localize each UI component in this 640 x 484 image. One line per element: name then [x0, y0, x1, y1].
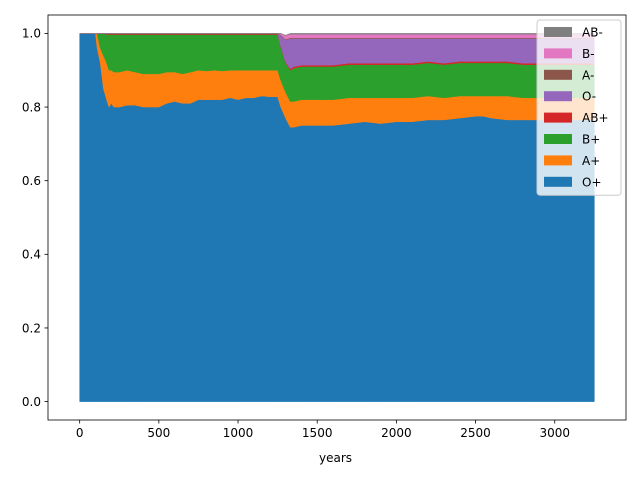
x-tick-label: 1500	[302, 426, 333, 440]
y-tick-label: 0.2	[22, 321, 41, 335]
legend-swatch	[544, 155, 572, 166]
legend-swatch	[544, 91, 572, 102]
legend-label[interactable]: O+	[582, 175, 602, 189]
x-tick-label: 1000	[223, 426, 254, 440]
x-tick-label: 2500	[460, 426, 491, 440]
x-tick-label: 3000	[539, 426, 570, 440]
legend-label[interactable]: A-	[582, 68, 594, 82]
legend-swatch	[544, 27, 572, 37]
legend-label[interactable]: O-	[582, 90, 596, 104]
legend-swatch	[544, 112, 572, 123]
legend-label[interactable]: B-	[582, 47, 595, 61]
legend-label[interactable]: B+	[582, 133, 600, 147]
legend-swatch	[544, 176, 572, 187]
y-tick-label: 0.0	[22, 395, 41, 409]
y-tick-label: 1.0	[22, 27, 41, 41]
x-axis-label: years	[319, 451, 352, 465]
x-tick-label: 500	[147, 426, 170, 440]
legend-swatch	[544, 48, 572, 59]
legend-box	[536, 19, 622, 196]
legend-label[interactable]: AB+	[582, 111, 609, 125]
x-tick-label: 2000	[381, 426, 412, 440]
y-tick-label: 0.8	[22, 100, 41, 114]
plot-frame	[47, 14, 627, 421]
y-tick-label: 0.4	[22, 248, 41, 262]
axes-group: 0 500 1000 1500 2000 2500 3000 0.0 0.2 0.4 0.6 0.8 1…	[22, 14, 627, 440]
legend-label[interactable]: A+	[582, 154, 600, 168]
legend-label[interactable]: AB-	[582, 26, 603, 40]
x-tick-label: 0	[76, 426, 84, 440]
area-series-group	[79, 33, 595, 402]
legend-swatch	[544, 134, 572, 144]
legend-swatch	[544, 69, 572, 80]
legend[interactable]: AB- B- A- O- AB+ B+ A+ O+	[536, 19, 622, 196]
y-tick-label: 0.6	[22, 174, 41, 188]
